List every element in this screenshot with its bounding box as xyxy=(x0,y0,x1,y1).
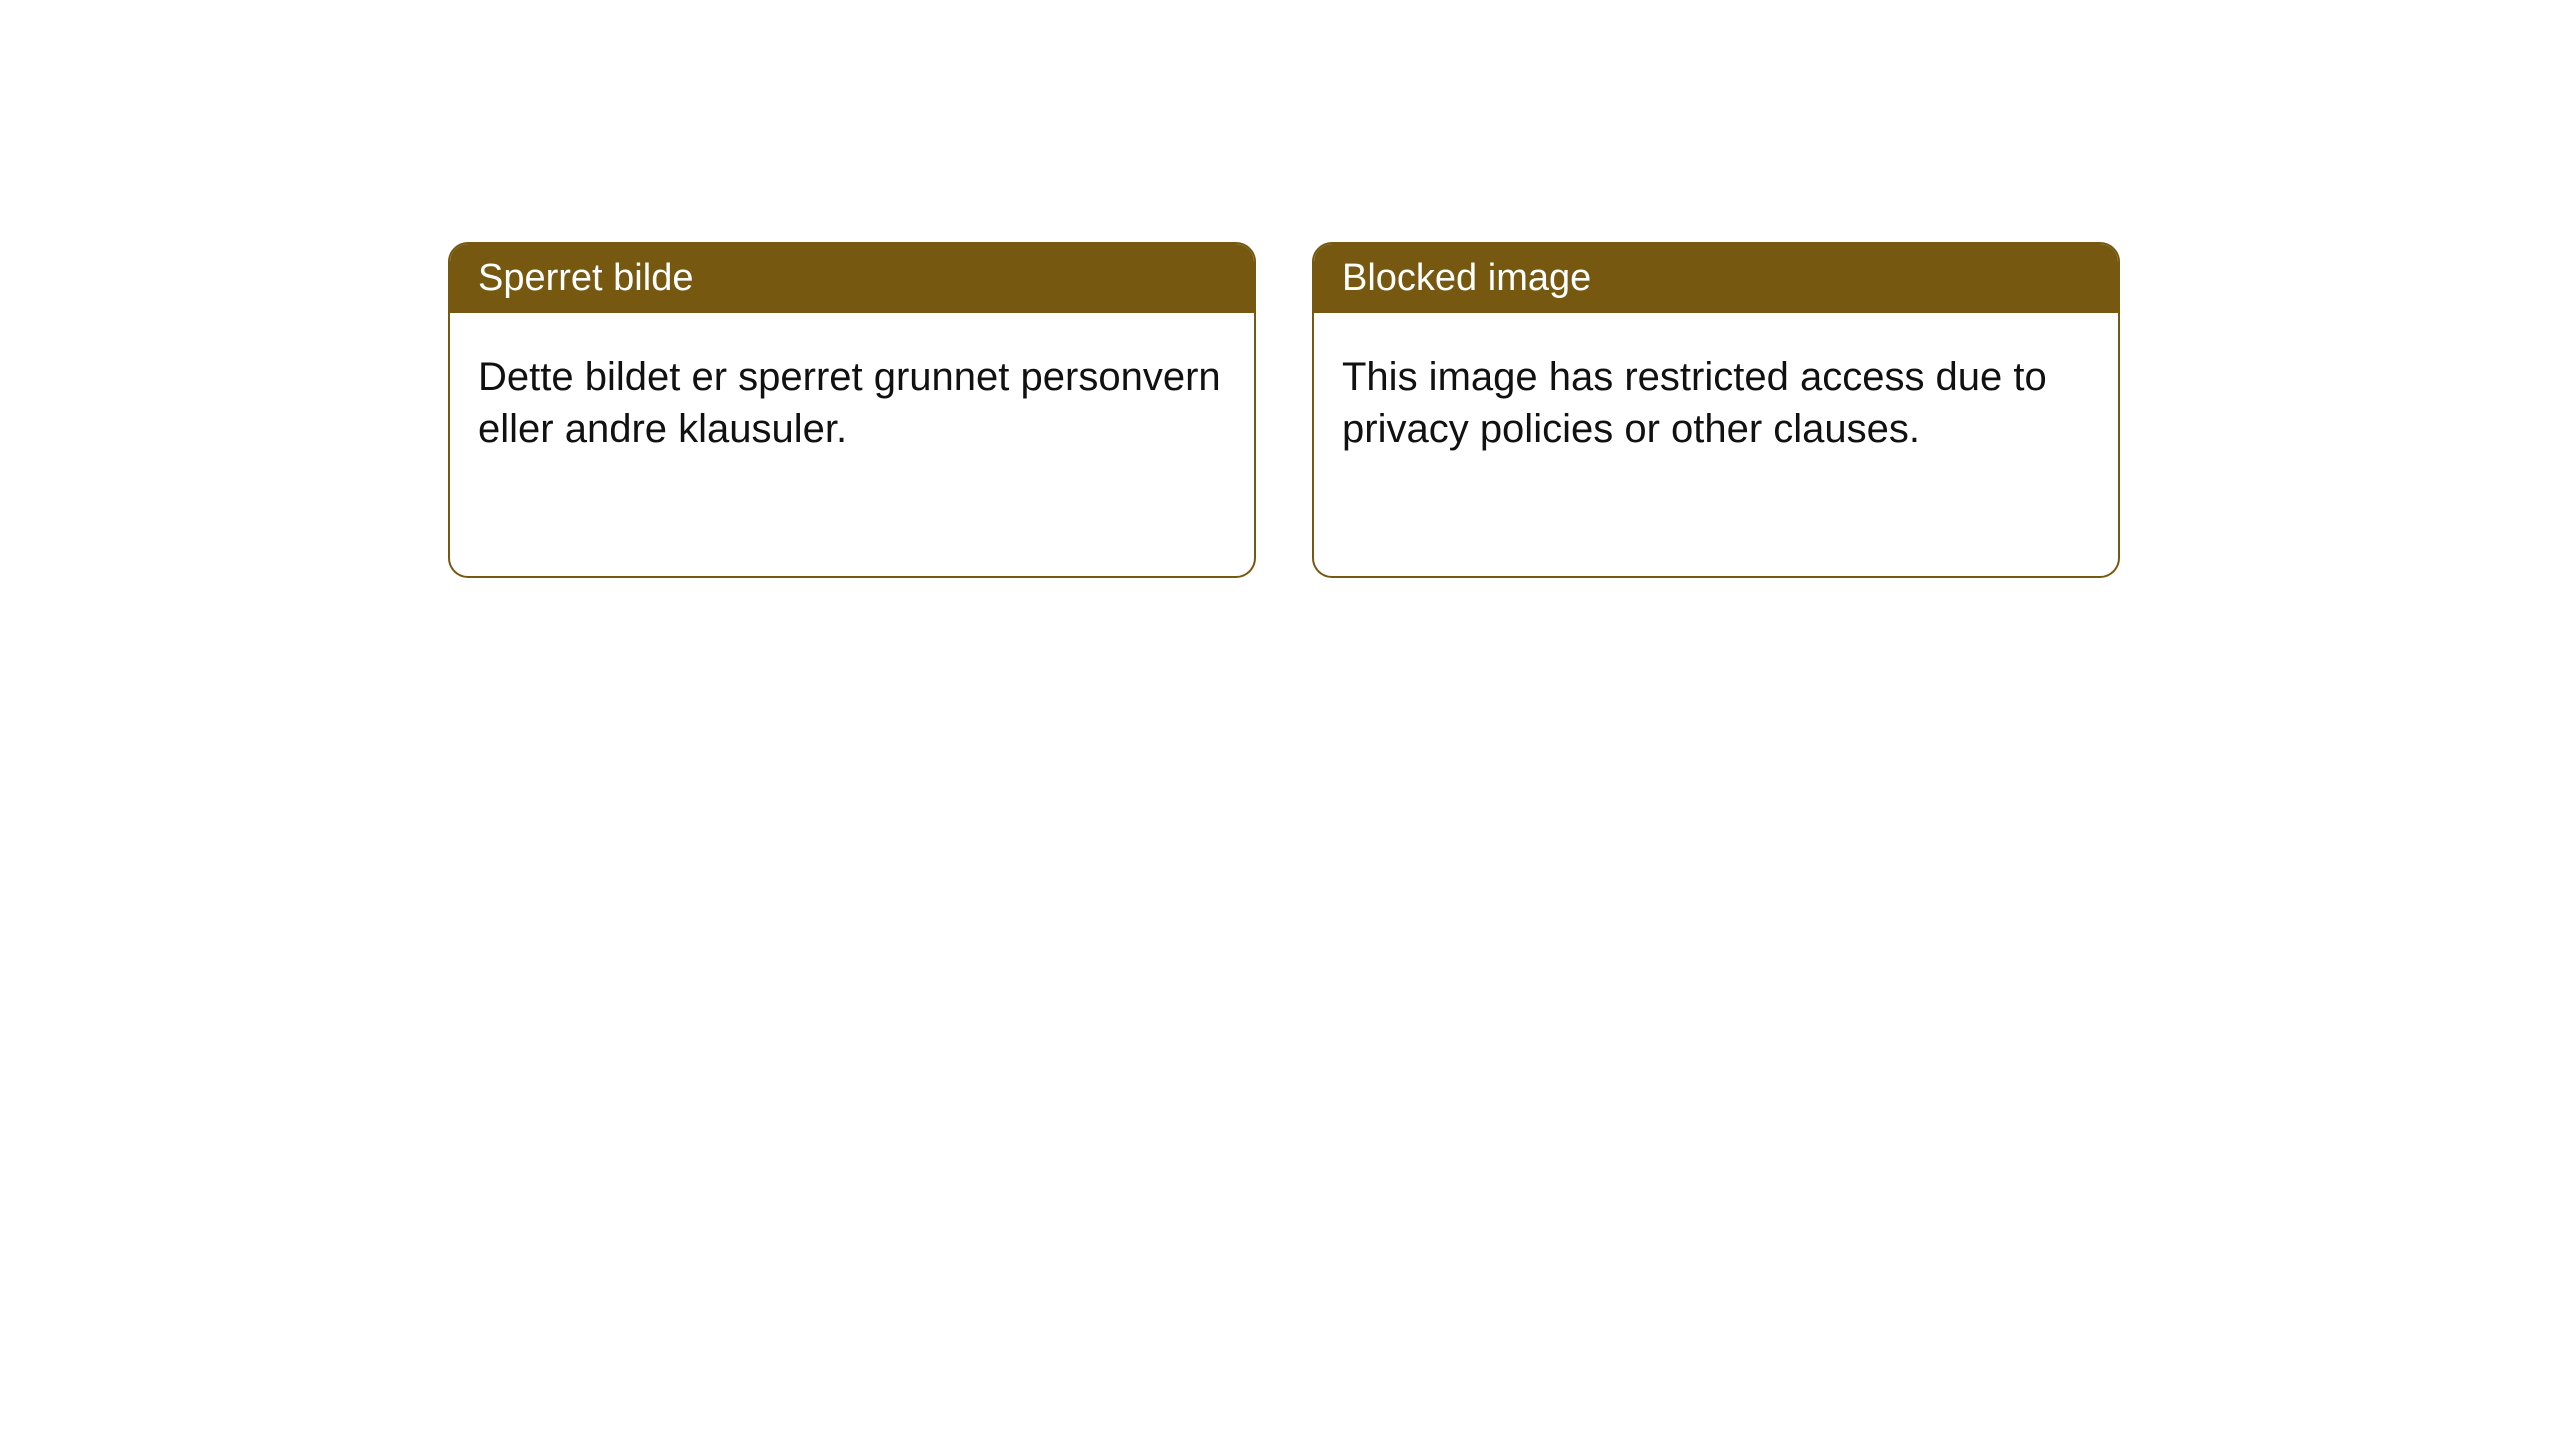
card-body: Dette bildet er sperret grunnet personve… xyxy=(450,313,1254,493)
blocked-image-card-en: Blocked image This image has restricted … xyxy=(1312,242,2120,578)
card-header: Blocked image xyxy=(1314,244,2118,313)
blocked-image-card-no: Sperret bilde Dette bildet er sperret gr… xyxy=(448,242,1256,578)
card-header: Sperret bilde xyxy=(450,244,1254,313)
card-body: This image has restricted access due to … xyxy=(1314,313,2118,493)
notice-container: Sperret bilde Dette bildet er sperret gr… xyxy=(0,0,2560,578)
